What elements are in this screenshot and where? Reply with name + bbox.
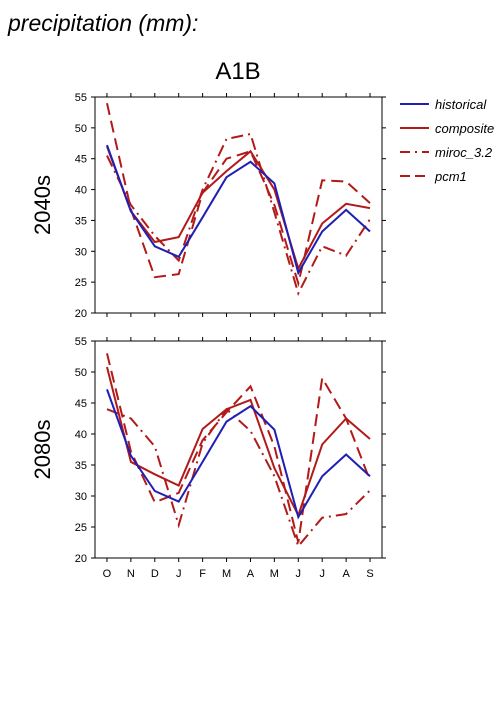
legend-label: historical	[435, 97, 487, 112]
legend-item: pcm1	[400, 169, 467, 184]
legend-label: miroc_3.2	[435, 145, 493, 160]
legend-item: composite	[400, 121, 494, 136]
legend: historical composite miroc_3.2 pcm1	[400, 97, 494, 184]
panel-label: 2040s	[30, 175, 55, 235]
panel-label: 2080s	[30, 420, 55, 480]
y-tick-label: 55	[75, 336, 87, 348]
legend-item: historical	[400, 97, 487, 112]
series-line-historical	[106, 144, 371, 276]
plot-frame	[94, 96, 383, 314]
series-line-miroc-3-2	[106, 132, 371, 296]
y-tick-label: 25	[75, 277, 87, 289]
y-tick-label: 50	[75, 367, 87, 379]
legend-label: pcm1	[434, 169, 467, 184]
x-tick-label: M	[270, 568, 279, 580]
series-line-composite	[106, 366, 371, 518]
x-tick-label: F	[199, 568, 206, 580]
chart-panel-2080s: 20 25 30 35 40 45 50 55 O N D J F M A M J J A S 2080s	[30, 336, 386, 580]
y-tick-label: 25	[75, 522, 87, 534]
y-tick-label: 45	[75, 154, 87, 166]
figure-title: precipitation (mm):	[7, 10, 198, 36]
scenario-title: A1B	[215, 58, 260, 85]
x-tick-label: S	[366, 568, 373, 580]
series-line-pcm1	[106, 353, 371, 543]
series-line-miroc-3-2	[106, 407, 371, 549]
series-line-pcm1	[106, 102, 371, 288]
y-tick-label: 20	[75, 308, 87, 320]
series-line-historical	[106, 389, 371, 520]
x-tick-label: J	[296, 568, 302, 580]
x-tick-label: M	[222, 568, 231, 580]
series-line-composite	[106, 146, 371, 272]
x-tick-label: O	[103, 568, 112, 580]
x-tick-label: D	[151, 568, 159, 580]
plot-frame	[94, 340, 383, 559]
y-tick-label: 45	[75, 398, 87, 410]
chart-panels: 20 25 30 35 40 45 50 55 2040s 20 25 30 35 40 45 50 55 O N D…	[30, 92, 386, 580]
x-tick-label: A	[247, 568, 255, 580]
y-tick-label: 50	[75, 123, 87, 135]
x-tick-label: J	[319, 568, 325, 580]
legend-label: composite	[435, 121, 494, 136]
chart-panel-2040s: 20 25 30 35 40 45 50 55 2040s	[30, 92, 386, 320]
legend-item: miroc_3.2	[400, 145, 493, 160]
x-tick-label: N	[127, 568, 135, 580]
x-tick-label: J	[176, 568, 182, 580]
y-tick-label: 40	[75, 185, 87, 197]
y-tick-label: 30	[75, 246, 87, 258]
y-tick-label: 40	[75, 429, 87, 441]
y-tick-label: 55	[75, 92, 87, 104]
x-tick-label: A	[342, 568, 350, 580]
y-tick-label: 30	[75, 491, 87, 503]
y-tick-label: 35	[75, 215, 87, 227]
y-tick-label: 20	[75, 553, 87, 565]
y-tick-label: 35	[75, 460, 87, 472]
